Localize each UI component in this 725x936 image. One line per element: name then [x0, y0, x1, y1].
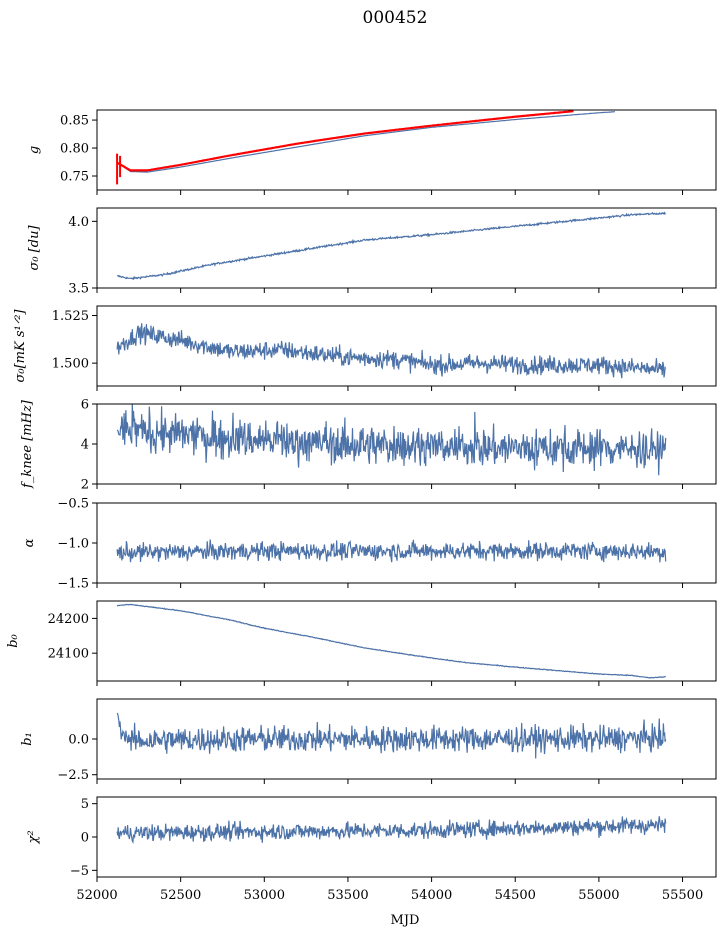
y-axis-label: σ₀ [du]: [27, 225, 42, 271]
panel-fknee: 2 4 6 f_knee [mHz]: [20, 398, 717, 493]
panel-frame: [96, 600, 717, 682]
y-axis-label: g: [27, 146, 42, 154]
series-b0-measured: [116, 603, 667, 679]
y-tick-label: 1.500: [52, 357, 89, 372]
x-tick-label: 52500: [160, 888, 201, 903]
y-tick-label: 0.75: [60, 170, 89, 185]
y-tick-label: 0.0: [68, 733, 89, 748]
x-axis-label: MJD: [391, 913, 420, 928]
y-tick-label: 0: [81, 831, 89, 846]
panels: 0.75 0.80 0.85 g 3.5 4.0 σ₀ [du] 1.500 1.525 σ₀[m…: [6, 109, 717, 882]
x-tick-label: 52000: [76, 888, 117, 903]
series-sigma0-measured: [116, 211, 667, 281]
y-axis-label: σ₀[mK s¹ᐟ²]: [13, 309, 28, 383]
y-tick-label: −5: [70, 864, 89, 879]
y-tick-label: 1.525: [52, 309, 89, 324]
x-axis: 52000 52500 53000 53500 54000 54500 55000 55500: [76, 888, 703, 903]
series-sigma0_mK-measured: [116, 323, 667, 379]
panel-sigma0_mK: 1.500 1.525 σ₀[mK s¹ᐟ²]: [13, 305, 717, 391]
panel-alpha: −1.5 −1.0 −0.5 α: [22, 497, 717, 592]
series-g-measured: [116, 111, 616, 173]
panel-frame: [96, 502, 717, 584]
panel-b1: −2.5 0.0 b₁: [20, 698, 717, 784]
x-tick-label: 55000: [578, 888, 619, 903]
y-tick-label: 0.85: [60, 114, 89, 129]
panel-frame: [96, 796, 717, 878]
x-tick-label: 53000: [244, 888, 285, 903]
y-tick-label: 4.0: [68, 215, 89, 230]
figure-title: 000452: [363, 8, 428, 28]
y-tick-label: −0.5: [57, 497, 89, 512]
y-axis-label: α: [22, 538, 37, 547]
x-tick-label: 54500: [495, 888, 536, 903]
y-tick-label: 24100: [48, 647, 89, 662]
panel-b0: 24100 24200 b₀: [6, 600, 717, 686]
y-tick-label: 6: [81, 398, 89, 413]
y-tick-label: 0.80: [60, 142, 89, 157]
series-b1-measured: [116, 712, 667, 759]
y-tick-label: −1.5: [57, 577, 89, 592]
y-tick-label: 3.5: [68, 282, 89, 297]
panel-g: 0.75 0.80 0.85 g: [27, 109, 717, 195]
y-tick-label: 2: [81, 478, 89, 493]
y-tick-label: −1.0: [57, 537, 89, 552]
panel-frame: [96, 305, 717, 387]
y-tick-label: 24200: [48, 612, 89, 627]
panel-frame: [96, 109, 717, 191]
y-tick-label: 5: [81, 797, 89, 812]
panel-frame: [96, 207, 717, 289]
x-tick-label: 53500: [327, 888, 368, 903]
series-fknee-measured: [116, 404, 667, 476]
x-tick-label: 55500: [662, 888, 703, 903]
y-tick-label: 4: [81, 438, 89, 453]
panel-sigma0: 3.5 4.0 σ₀ [du]: [27, 207, 717, 297]
x-tick-label: 54000: [411, 888, 452, 903]
y-axis-label: b₁: [20, 732, 35, 746]
y-axis-label: f_knee [mHz]: [20, 399, 35, 489]
series-g-reference: [116, 110, 574, 172]
panel-chi2: −5 0 5 χ²: [26, 796, 717, 882]
series-chi2-measured: [116, 816, 667, 844]
y-axis-label: χ²: [26, 830, 41, 844]
y-tick-label: −2.5: [57, 768, 89, 783]
series-alpha-measured: [116, 539, 667, 563]
y-axis-label: b₀: [6, 633, 21, 647]
